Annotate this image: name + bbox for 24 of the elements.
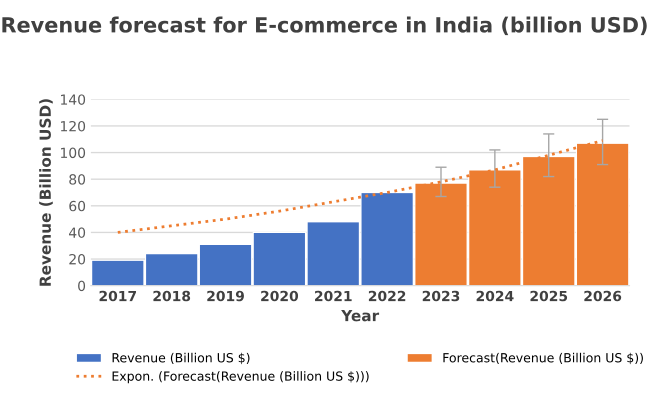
x-tick-label: 2022 bbox=[368, 290, 406, 302]
x-tick-label: 2021 bbox=[315, 290, 352, 302]
x-tick-label: 2019 bbox=[207, 290, 244, 302]
x-tick-label: 2017 bbox=[100, 290, 136, 302]
x-tick-label: 2020 bbox=[261, 290, 298, 302]
x-tick-label: 2025 bbox=[530, 290, 568, 302]
y-tick-label: 80 bbox=[69, 174, 86, 185]
x-axis-title: Year bbox=[341, 310, 380, 322]
y-tick-label: 0 bbox=[78, 280, 86, 292]
y-tick-label: 60 bbox=[69, 200, 86, 212]
y-tick-label: 40 bbox=[69, 227, 86, 238]
y-tick-label: 120 bbox=[61, 120, 86, 132]
x-tick-label: 2023 bbox=[422, 290, 460, 302]
y-axis-title: Revenue (Billion USD) bbox=[39, 99, 53, 286]
x-tick-label: 2018 bbox=[153, 290, 190, 302]
y-tick-label: 20 bbox=[69, 254, 86, 265]
legend-label: Revenue (Billion US $) bbox=[112, 352, 250, 364]
legend-label: Expon. (Forecast(Revenue (Billion US $))) bbox=[112, 371, 369, 384]
chart-title: Revenue forecast for E-commerce in India (billion USD) bbox=[2, 16, 647, 36]
x-tick-label: 2024 bbox=[476, 290, 514, 302]
legend-label: Forecast(Revenue (Billion US $)) bbox=[443, 352, 643, 364]
x-tick-label: 2026 bbox=[584, 290, 622, 302]
y-tick-label: 100 bbox=[61, 148, 86, 158]
y-tick-label: 140 bbox=[61, 94, 86, 105]
